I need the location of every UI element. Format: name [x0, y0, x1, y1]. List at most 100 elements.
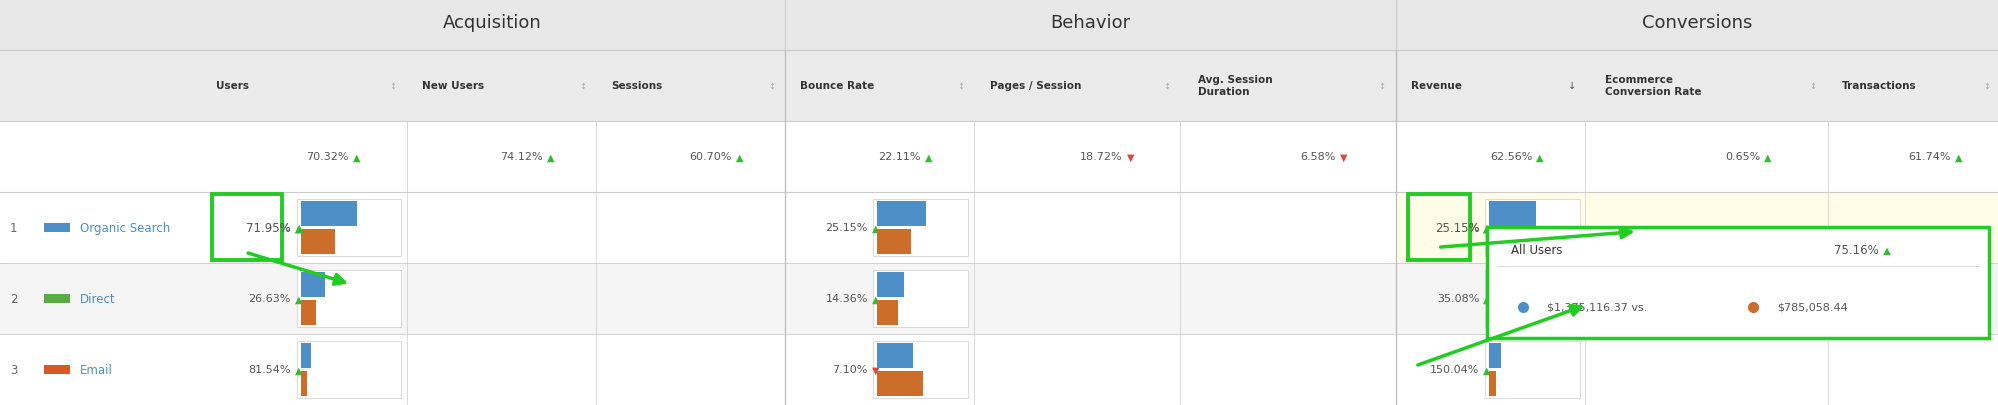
Bar	[0, 51, 1998, 122]
Text: ↕: ↕	[1982, 81, 1990, 91]
Text: 0.65%: 0.65%	[1724, 152, 1758, 162]
Text: ↕: ↕	[1379, 81, 1385, 91]
Text: Ecommerce
Conversion Rate: Ecommerce Conversion Rate	[1604, 75, 1700, 97]
Text: Behavior: Behavior	[1049, 14, 1131, 32]
Text: 71.95%: 71.95%	[248, 223, 292, 233]
Bar	[0, 0, 1998, 51]
Text: 61.74%: 61.74%	[1908, 152, 1950, 162]
FancyBboxPatch shape	[212, 195, 282, 261]
Text: 25.15%: 25.15%	[825, 223, 867, 233]
Text: 18.72%: 18.72%	[1079, 152, 1123, 162]
Bar	[1489, 230, 1514, 254]
Text: ▲: ▲	[1954, 152, 1962, 162]
Text: Avg. Session
Duration: Avg. Session Duration	[1197, 75, 1271, 97]
Text: 150.04%: 150.04%	[1429, 364, 1479, 375]
Bar	[302, 343, 310, 368]
Text: ▲: ▲	[1483, 223, 1491, 233]
Text: 25.15%: 25.15%	[1435, 221, 1479, 234]
Text: ↕: ↕	[767, 81, 775, 91]
Bar	[302, 201, 358, 226]
Bar	[877, 201, 925, 226]
Text: Direct: Direct	[80, 292, 116, 305]
Bar	[302, 230, 334, 254]
Text: New Users: New Users	[422, 81, 484, 91]
Text: 71.95%: 71.95%	[246, 221, 292, 234]
Text: 14.36%: 14.36%	[825, 294, 867, 304]
Bar	[1489, 201, 1536, 226]
Text: ▲: ▲	[354, 152, 360, 162]
Text: ↕: ↕	[390, 81, 396, 91]
FancyArrowPatch shape	[248, 254, 344, 284]
Text: ▲: ▲	[296, 364, 302, 375]
Text: Revenue: Revenue	[1411, 81, 1463, 91]
Bar	[877, 301, 897, 325]
Text: ▼: ▼	[1127, 152, 1133, 162]
Bar	[1485, 341, 1578, 398]
Text: Transactions: Transactions	[1840, 81, 1916, 91]
Text: ↓: ↓	[1566, 81, 1574, 91]
Text: ▲: ▲	[296, 294, 302, 304]
Text: Conversions: Conversions	[1642, 14, 1752, 32]
Text: 75.16%: 75.16%	[1834, 243, 1878, 257]
Bar	[1489, 371, 1495, 396]
Text: ▼: ▼	[871, 364, 879, 375]
Text: ▲: ▲	[1483, 223, 1491, 233]
Text: Bounce Rate: Bounce Rate	[799, 81, 873, 91]
Bar	[1485, 200, 1578, 256]
Bar	[873, 271, 967, 327]
Bar	[0, 122, 1998, 192]
Text: 26.63%: 26.63%	[248, 294, 292, 304]
FancyArrowPatch shape	[1417, 306, 1580, 365]
Text: 35.08%: 35.08%	[1437, 294, 1479, 304]
Bar	[0, 334, 1998, 405]
Bar	[873, 341, 967, 398]
Text: 22.11%: 22.11%	[877, 152, 921, 162]
Text: 70.32%: 70.32%	[306, 152, 350, 162]
FancyBboxPatch shape	[1487, 228, 1988, 338]
Text: Sessions: Sessions	[611, 81, 661, 91]
Bar	[298, 271, 400, 327]
Text: ↕: ↕	[1808, 81, 1814, 91]
Text: 7.10%: 7.10%	[831, 364, 867, 375]
Text: ▼: ▼	[1339, 152, 1347, 162]
Text: ▲: ▲	[871, 294, 879, 304]
Bar	[873, 200, 967, 256]
Text: $785,058.44: $785,058.44	[1776, 302, 1846, 312]
Text: ▲: ▲	[547, 152, 553, 162]
Bar	[0, 192, 1998, 263]
Bar	[44, 365, 70, 374]
Text: ↕: ↕	[957, 81, 963, 91]
FancyBboxPatch shape	[1409, 195, 1469, 261]
Bar	[877, 272, 903, 297]
Text: ▲: ▲	[1483, 364, 1491, 375]
Text: 81.54%: 81.54%	[248, 364, 292, 375]
Text: Acquisition: Acquisition	[444, 14, 541, 32]
Text: 75.16%: 75.16%	[1437, 223, 1479, 233]
Bar	[44, 294, 70, 303]
Bar	[298, 341, 400, 398]
Text: Organic Search: Organic Search	[80, 221, 170, 234]
Text: Users: Users	[216, 81, 250, 91]
Bar	[44, 223, 70, 232]
Bar	[877, 371, 923, 396]
Text: Pages / Session: Pages / Session	[989, 81, 1081, 91]
Text: 2: 2	[10, 292, 18, 305]
Text: ↕: ↕	[579, 81, 585, 91]
Text: ▲: ▲	[925, 152, 931, 162]
Bar	[298, 200, 400, 256]
Text: ▲: ▲	[735, 152, 743, 162]
Bar	[302, 272, 324, 297]
Text: 60.70%: 60.70%	[689, 152, 731, 162]
Text: ▲: ▲	[1483, 294, 1491, 304]
Bar	[1489, 343, 1500, 368]
Text: ▲: ▲	[1762, 152, 1770, 162]
Text: ▲: ▲	[1882, 245, 1890, 255]
Bar	[877, 230, 911, 254]
Bar	[302, 371, 308, 396]
Text: All Users: All Users	[1510, 243, 1562, 257]
Text: ▲: ▲	[296, 223, 304, 233]
Text: ↕: ↕	[1163, 81, 1169, 91]
Bar	[877, 343, 913, 368]
Bar	[1485, 271, 1578, 327]
Bar	[1489, 301, 1514, 325]
